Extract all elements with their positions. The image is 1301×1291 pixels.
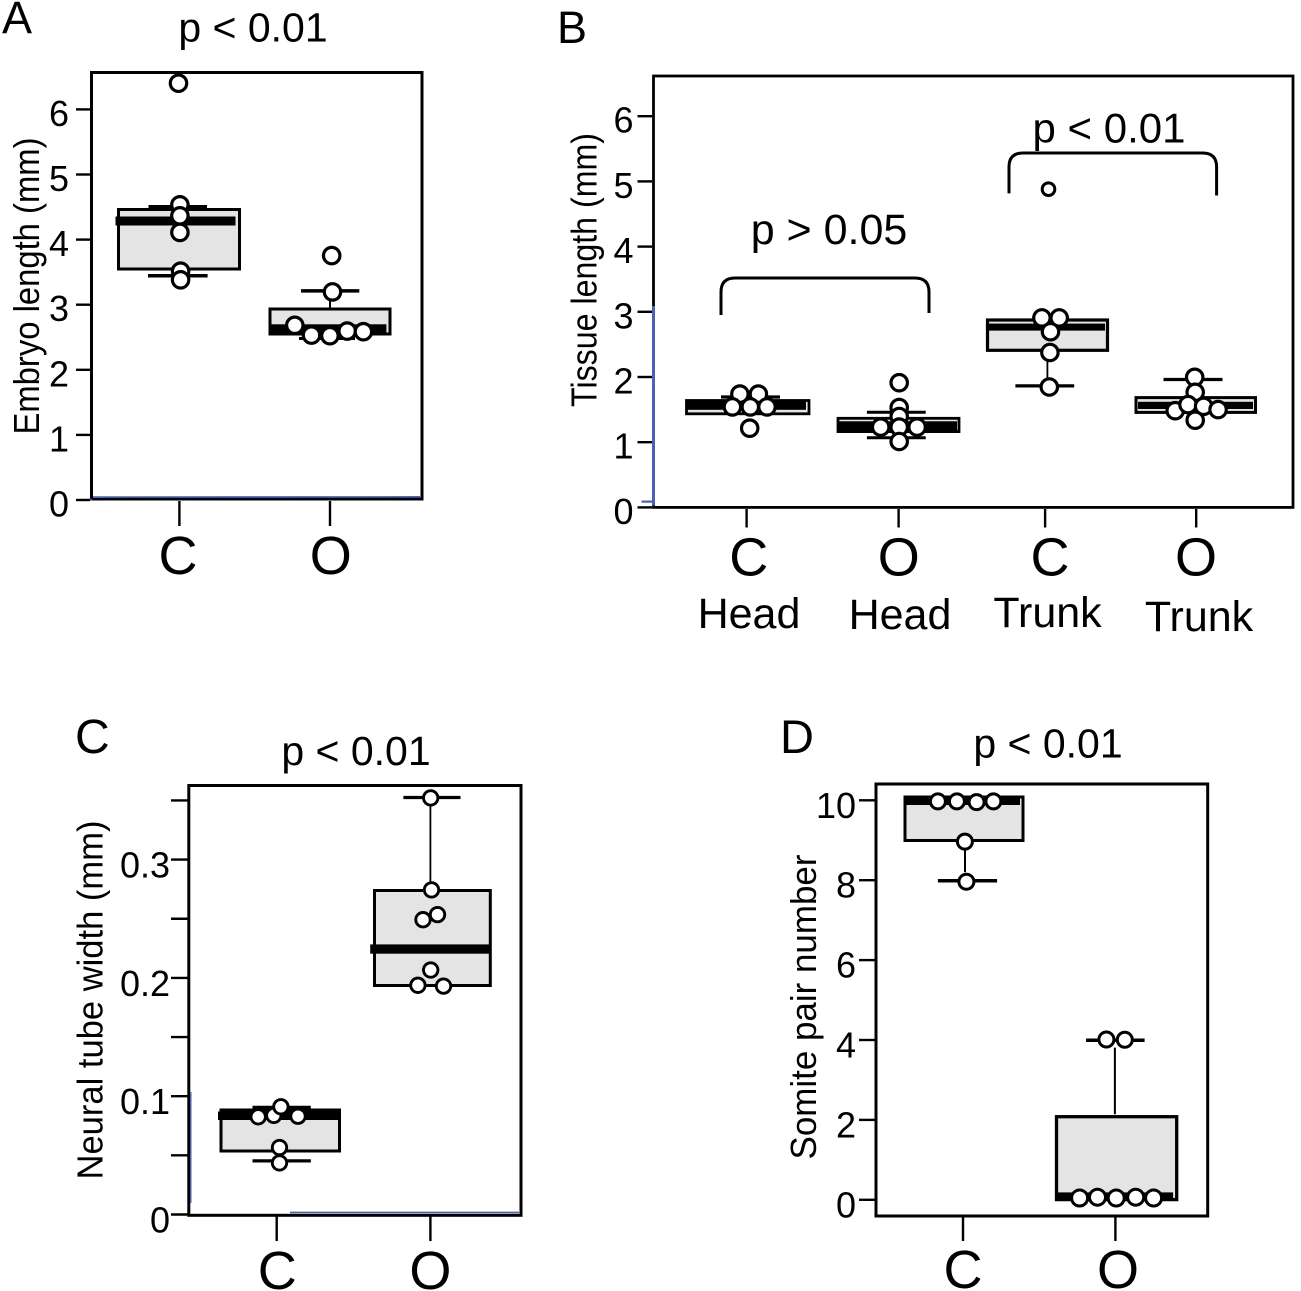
svg-text:O: O <box>409 1241 451 1291</box>
svg-text:O: O <box>1175 528 1217 588</box>
svg-text:D: D <box>780 710 814 763</box>
svg-text:Somite pair number: Somite pair number <box>783 854 824 1159</box>
svg-text:Head: Head <box>849 591 952 639</box>
svg-text:6: 6 <box>613 100 633 141</box>
svg-text:Embryo length (mm): Embryo length (mm) <box>6 138 47 435</box>
svg-text:1: 1 <box>613 426 633 467</box>
svg-text:C: C <box>258 1241 297 1291</box>
svg-text:5: 5 <box>49 158 69 199</box>
svg-text:2: 2 <box>613 361 633 402</box>
svg-text:0: 0 <box>150 1200 170 1241</box>
svg-text:p < 0.01: p < 0.01 <box>281 728 430 774</box>
svg-text:0.1: 0.1 <box>120 1081 170 1122</box>
svg-text:C: C <box>944 1240 983 1291</box>
svg-text:3: 3 <box>613 295 633 336</box>
svg-text:p < 0.01: p < 0.01 <box>973 721 1122 767</box>
svg-text:p < 0.01: p < 0.01 <box>1033 105 1186 152</box>
svg-text:Trunk: Trunk <box>993 589 1102 637</box>
svg-text:6: 6 <box>836 945 856 986</box>
svg-text:3: 3 <box>49 288 69 329</box>
svg-text:C: C <box>1031 528 1070 588</box>
svg-text:0.2: 0.2 <box>120 963 170 1004</box>
svg-text:O: O <box>310 526 352 586</box>
svg-text:2: 2 <box>836 1104 856 1145</box>
svg-text:Head: Head <box>698 590 801 638</box>
svg-text:O: O <box>878 528 920 588</box>
svg-text:6: 6 <box>49 93 69 134</box>
svg-text:B: B <box>557 2 587 53</box>
svg-text:4: 4 <box>49 223 69 264</box>
svg-text:2: 2 <box>49 353 69 394</box>
svg-text:A: A <box>2 0 32 43</box>
svg-text:8: 8 <box>836 865 856 906</box>
svg-text:4: 4 <box>836 1025 856 1066</box>
svg-text:p > 0.05: p > 0.05 <box>751 206 908 254</box>
svg-text:C: C <box>75 711 110 764</box>
svg-text:0: 0 <box>613 491 633 532</box>
svg-text:10: 10 <box>816 785 856 826</box>
svg-text:0: 0 <box>836 1184 856 1225</box>
svg-text:0: 0 <box>49 484 69 525</box>
svg-text:Neural tube width (mm): Neural tube width (mm) <box>70 821 111 1180</box>
svg-text:5: 5 <box>613 165 633 206</box>
svg-text:Tissue length (mm): Tissue length (mm) <box>564 133 605 407</box>
svg-text:C: C <box>729 528 768 588</box>
svg-text:p < 0.01: p < 0.01 <box>178 5 327 51</box>
svg-text:O: O <box>1097 1240 1139 1291</box>
svg-text:4: 4 <box>613 230 633 271</box>
svg-text:Trunk: Trunk <box>1145 593 1254 641</box>
svg-text:0.3: 0.3 <box>120 845 170 886</box>
svg-text:C: C <box>159 526 198 586</box>
svg-text:1: 1 <box>49 418 69 459</box>
